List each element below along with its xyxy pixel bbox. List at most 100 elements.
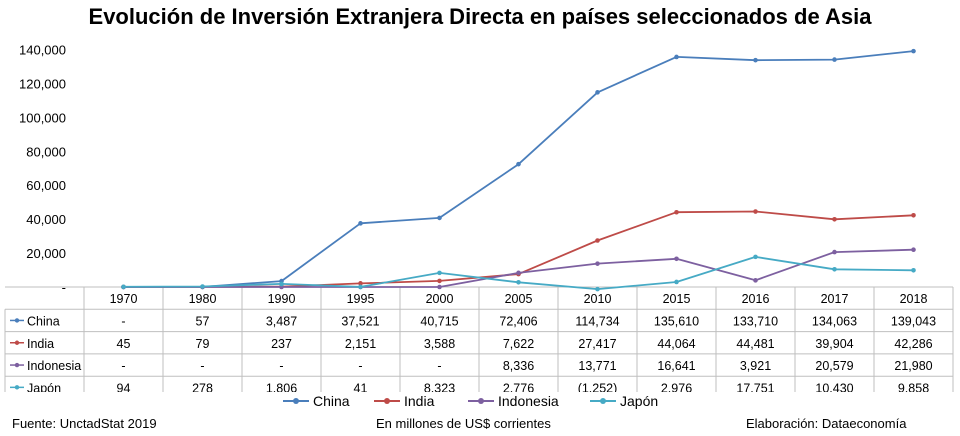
units-note: En millones de US$ corrientes [376,416,551,431]
data-point [358,284,363,290]
data-point [753,209,758,214]
data-point [832,57,837,62]
data-point [832,217,837,222]
table-row-label: India [27,337,54,351]
data-point [753,254,758,260]
data-label: 40,715 [420,314,458,328]
data-label: 114,734 [575,314,619,328]
data-label: - [121,359,125,373]
y-axis-ticks: -20,00040,00060,00080,000100,000120,0001… [19,43,66,296]
data-point [911,212,916,218]
data-label: 27,417 [578,337,616,351]
data-point [437,270,442,276]
data-label: 134,063 [812,314,857,328]
legend-item: Japón [590,393,658,409]
data-label: 3,921 [740,359,771,373]
data-label: 2,151 [345,337,376,351]
data-point [358,281,363,286]
data-label: 21,980 [894,359,932,373]
data-point [516,279,521,285]
chart-title: Evolución de Inversión Extranjera Direct… [88,4,872,29]
x-tick-label: 2005 [505,292,533,306]
x-tick-label: 2017 [821,292,849,306]
data-label: 94 [117,381,131,392]
table-legend-key-marker [14,385,20,390]
series-lines [121,48,916,292]
data-label: 42,286 [894,337,932,351]
data-label: 2,776 [503,381,534,392]
data-label: 7,622 [503,337,534,351]
data-label: 9,858 [898,381,929,392]
data-point [753,57,758,63]
credit-note: Elaboración: Dataeconomía [746,416,907,431]
data-label: 57 [196,314,210,328]
y-tick-label: 60,000 [26,178,66,193]
data-point [595,261,600,266]
data-label: 2,976 [661,381,692,392]
y-tick-label: 120,000 [19,76,66,91]
data-point [911,267,916,273]
x-tick-label: 1970 [110,292,138,306]
data-label: 237 [271,337,292,351]
data-label: 79 [196,337,210,351]
data-point [832,249,837,255]
data-point [279,281,284,287]
table-row-label: Indonesia [27,359,81,373]
data-label: 41 [354,381,368,392]
data-label: 10,430 [815,381,853,392]
legend-item: India [374,393,434,409]
data-point [121,284,126,290]
data-point [595,238,600,243]
data-label: 72,406 [499,314,537,328]
data-point [437,284,442,290]
series-line-china [123,50,914,288]
x-tick-label: 2016 [742,292,770,306]
data-label: - [200,359,204,373]
data-point [595,286,600,292]
data-label: (1,252) [578,381,618,392]
data-label: 133,710 [733,314,778,328]
legend-item: China [283,393,350,409]
data-point [437,215,442,221]
x-tick-label: 1990 [268,292,296,306]
legend-label: China [313,393,350,409]
data-label: 17,751 [736,381,774,392]
data-label: 135,610 [654,314,699,328]
data-point [437,278,442,284]
data-label: 8,323 [424,381,455,392]
data-label: - [279,359,283,373]
x-tick-label: 1995 [347,292,375,306]
data-point [911,247,916,253]
y-tick-label: 140,000 [19,43,66,58]
y-tick-label: 40,000 [26,212,66,227]
data-label: - [121,314,125,328]
data-point [753,278,758,283]
data-point [200,284,205,289]
legend-marker-icon [468,397,494,405]
x-tick-label: 2000 [426,292,454,306]
data-point [516,270,521,276]
data-point [674,279,679,285]
table-row-label: Japón [27,381,61,392]
data-point [911,48,916,54]
data-label: 20,579 [815,359,853,373]
data-label: 3,487 [266,314,297,328]
data-label: 39,904 [815,337,853,351]
x-tick-label: 2015 [663,292,691,306]
data-label: - [437,359,441,373]
data-label: 13,771 [578,359,616,373]
data-point [832,267,837,272]
data-label: 1,806 [266,381,297,392]
y-tick-label: 100,000 [19,110,66,125]
data-label: 45 [117,337,131,351]
table-legend-key-marker [14,318,20,323]
data-label: 44,064 [657,337,695,351]
chart-svg: - 20,000 40,000 60,000 80,000 100,000 120,000 1… [4,43,954,392]
legend-label: Indonesia [498,393,559,409]
data-point [674,256,679,262]
table-legend-key-marker [14,362,20,368]
x-tick-label: 2018 [900,292,928,306]
data-label: 16,641 [657,359,695,373]
data-label: 44,481 [736,337,774,351]
table-row-label: China [27,314,60,328]
